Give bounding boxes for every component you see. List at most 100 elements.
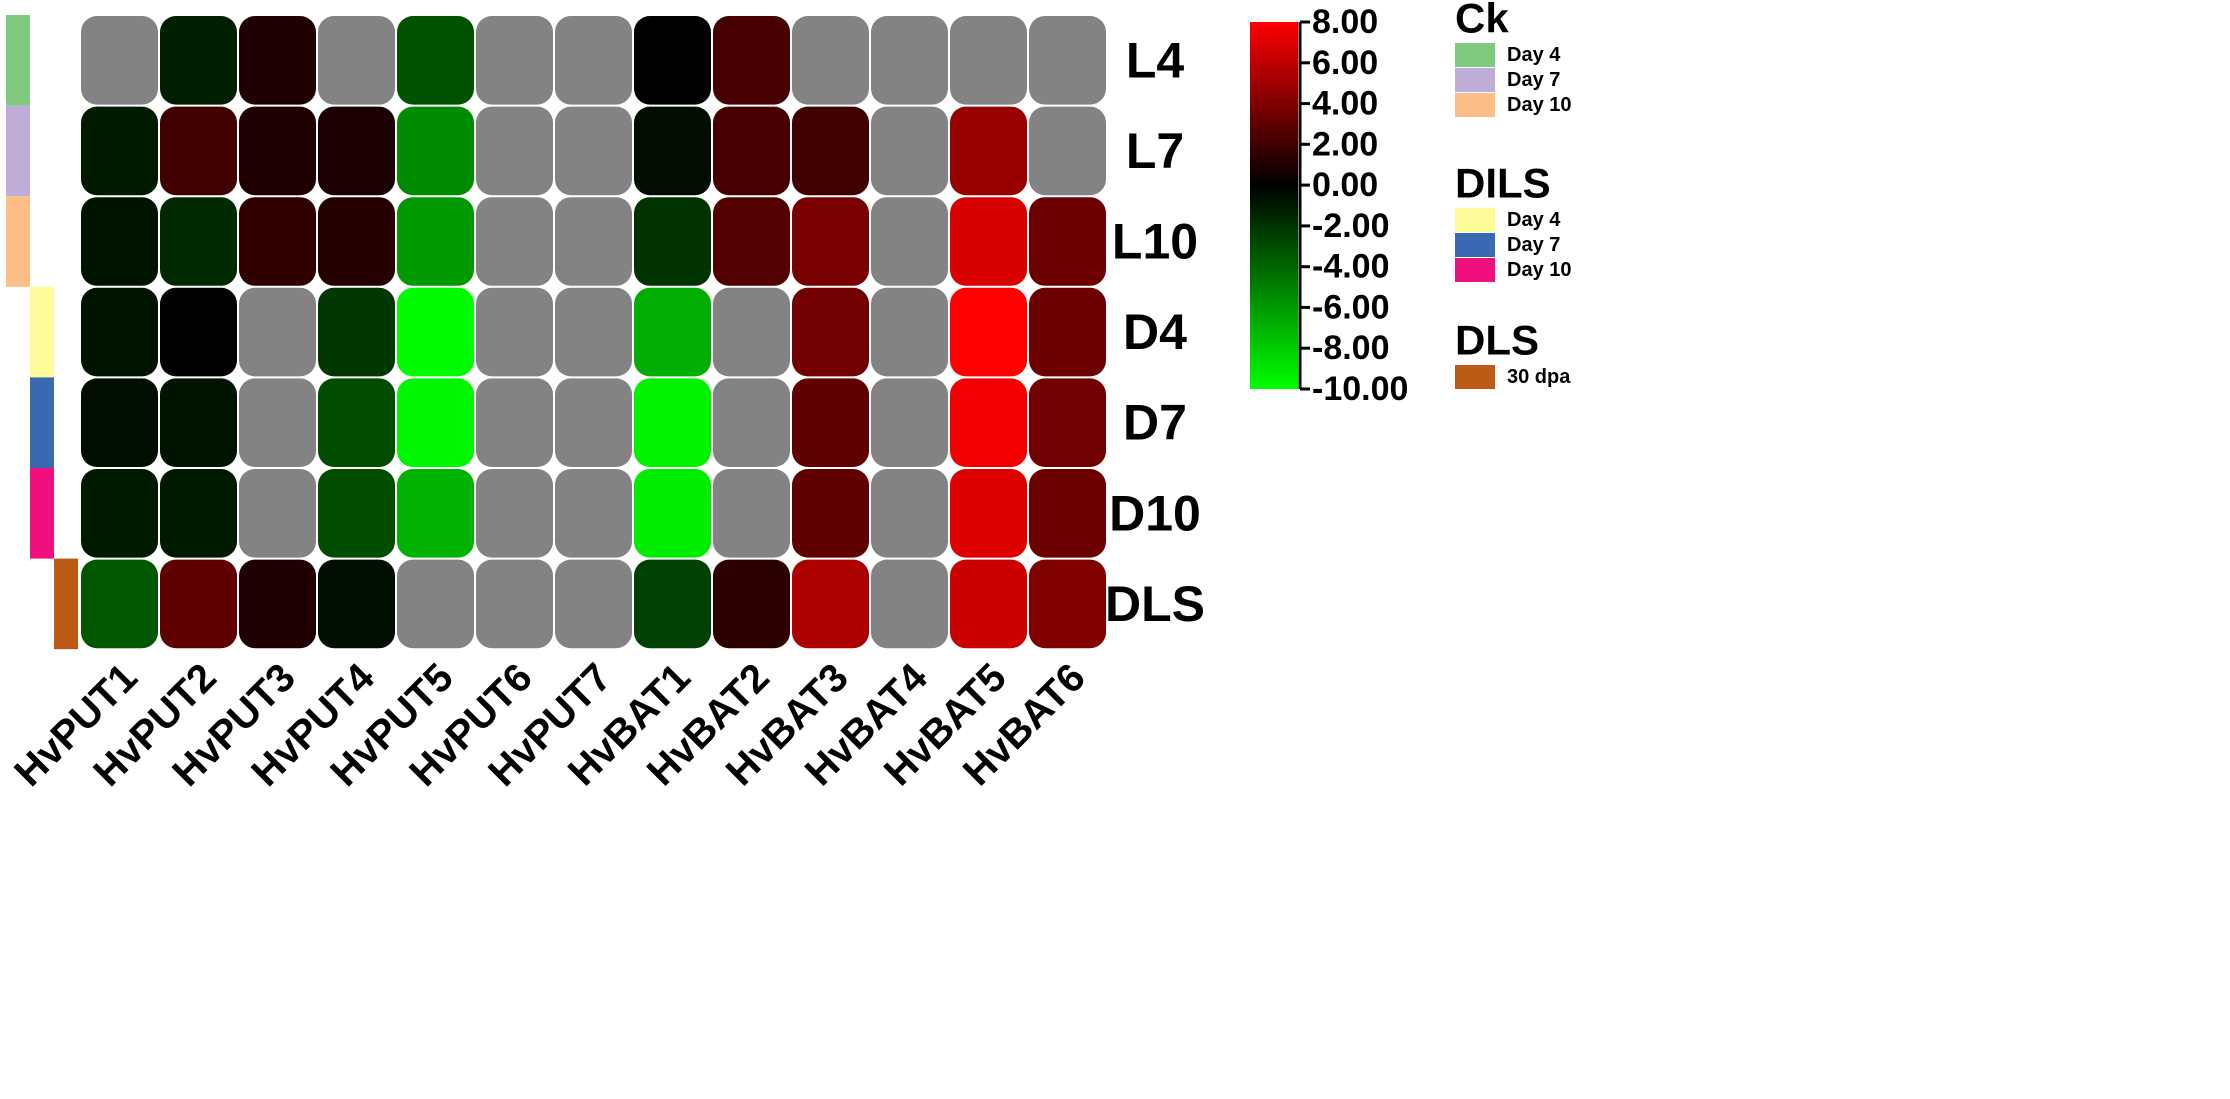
color-scale-tick-label: 6.00 xyxy=(1312,44,1378,82)
legend-title: DILS xyxy=(1455,160,1551,207)
heatmap-cell xyxy=(634,559,711,649)
heatmap-cell xyxy=(318,378,395,467)
heatmap-cell xyxy=(792,197,869,286)
heatmap-cell xyxy=(1029,469,1106,558)
heatmap-cell xyxy=(1029,16,1106,105)
heatmap-cell xyxy=(713,16,790,105)
legend-item-label: Day 10 xyxy=(1507,259,1572,281)
heatmap-cell xyxy=(871,197,948,286)
heatmap-cell xyxy=(1029,378,1106,467)
row-label: D7 xyxy=(1123,395,1187,451)
heatmap-cell xyxy=(318,559,395,649)
heatmap-cell xyxy=(950,378,1027,467)
heatmap-cell xyxy=(871,469,948,558)
annotation-bar-segment xyxy=(6,196,30,287)
heatmap-cell xyxy=(792,378,869,467)
heatmap-cell xyxy=(160,106,237,196)
legend-title: DLS xyxy=(1455,317,1539,364)
heatmap-cell xyxy=(950,197,1027,286)
row-label: L7 xyxy=(1126,123,1184,179)
row-label: D4 xyxy=(1123,304,1187,360)
legend-swatch xyxy=(1455,93,1495,117)
heatmap-cell xyxy=(950,469,1027,558)
heatmap-cell xyxy=(950,106,1027,196)
row-labels: L4 L7 L10 D4 D7 D10 DLS xyxy=(1105,32,1205,632)
heatmap-cell xyxy=(950,559,1027,649)
heatmap-cell xyxy=(713,469,790,558)
color-scale-tick-label: 4.00 xyxy=(1312,85,1378,123)
color-scale-tick-label: -2.00 xyxy=(1312,207,1390,245)
heatmap-cell xyxy=(239,16,316,105)
heatmap-cell xyxy=(239,106,316,196)
row-label: D10 xyxy=(1109,485,1201,541)
heatmap-cell xyxy=(1029,106,1106,196)
legend-item-label: Day 4 xyxy=(1507,44,1561,66)
annotation-bar-segment xyxy=(30,377,54,468)
heatmap-cell xyxy=(160,287,237,377)
heatmap-cell xyxy=(950,16,1027,105)
color-scale-tick-label: -4.00 xyxy=(1312,248,1390,286)
heatmap-cell xyxy=(555,287,632,377)
heatmap-cell xyxy=(397,197,474,286)
heatmap-cell xyxy=(476,287,553,377)
legend-swatch xyxy=(1455,365,1495,389)
heatmap-cell xyxy=(318,106,395,196)
heatmap-cell xyxy=(634,197,711,286)
heatmap-cell xyxy=(81,106,158,196)
heatmap-cell xyxy=(1029,287,1106,377)
heatmap-cell xyxy=(476,378,553,467)
heatmap-cells xyxy=(80,15,1107,650)
color-scale-tick-label: -10.00 xyxy=(1312,370,1408,408)
color-scale-legend: 8.006.004.002.000.00-2.00-4.00-6.00-8.00… xyxy=(1250,3,1408,408)
heatmap-cell xyxy=(792,559,869,649)
heatmap-cell xyxy=(555,469,632,558)
heatmap-cell xyxy=(81,287,158,377)
heatmap-cell xyxy=(871,559,948,649)
heatmap-cell xyxy=(239,469,316,558)
heatmap-cell xyxy=(871,287,948,377)
heatmap-cell xyxy=(792,287,869,377)
heatmap-cell xyxy=(476,16,553,105)
legend-item-label: 30 dpa xyxy=(1507,366,1571,388)
heatmap-cell xyxy=(476,469,553,558)
color-scale-tick-label: 8.00 xyxy=(1312,3,1378,41)
heatmap-cell xyxy=(239,378,316,467)
heatmap-cell xyxy=(397,469,474,558)
legend-swatch xyxy=(1455,68,1495,92)
heatmap-cell xyxy=(81,16,158,105)
heatmap-cell xyxy=(634,287,711,377)
heatmap-cell xyxy=(713,559,790,649)
heatmap-cell xyxy=(1029,197,1106,286)
heatmap-cell xyxy=(160,378,237,467)
color-scale-tick-label: -6.00 xyxy=(1312,288,1390,326)
legend-item-label: Day 7 xyxy=(1507,234,1560,256)
heatmap-cell xyxy=(81,559,158,649)
heatmap-cell xyxy=(239,287,316,377)
heatmap-cell xyxy=(397,16,474,105)
heatmap-cell xyxy=(318,197,395,286)
legend-item-label: Day 10 xyxy=(1507,94,1572,116)
heatmap-cell xyxy=(160,16,237,105)
heatmap-cell xyxy=(476,559,553,649)
heatmap-cell xyxy=(555,378,632,467)
heatmap-cell xyxy=(555,197,632,286)
color-scale-bar xyxy=(1250,22,1298,389)
heatmap-cell xyxy=(950,287,1027,377)
row-label: L10 xyxy=(1112,214,1198,270)
heatmap-cell xyxy=(792,16,869,105)
heatmap-cell xyxy=(318,287,395,377)
heatmap-cell xyxy=(239,197,316,286)
heatmap-cell xyxy=(634,106,711,196)
heatmap-cell xyxy=(1029,559,1106,649)
heatmap-cell xyxy=(160,469,237,558)
heatmap-cell xyxy=(476,106,553,196)
column-labels: HvPUT1HvPUT2HvPUT3HvPUT4HvPUT5HvPUT6HvPU… xyxy=(6,655,1094,795)
heatmap-cell xyxy=(81,197,158,286)
annotation-bar-segment xyxy=(54,558,78,650)
heatmap-cell xyxy=(318,469,395,558)
color-scale-tick-label: -8.00 xyxy=(1312,329,1390,367)
heatmap-cell xyxy=(713,106,790,196)
row-label: DLS xyxy=(1105,576,1205,632)
